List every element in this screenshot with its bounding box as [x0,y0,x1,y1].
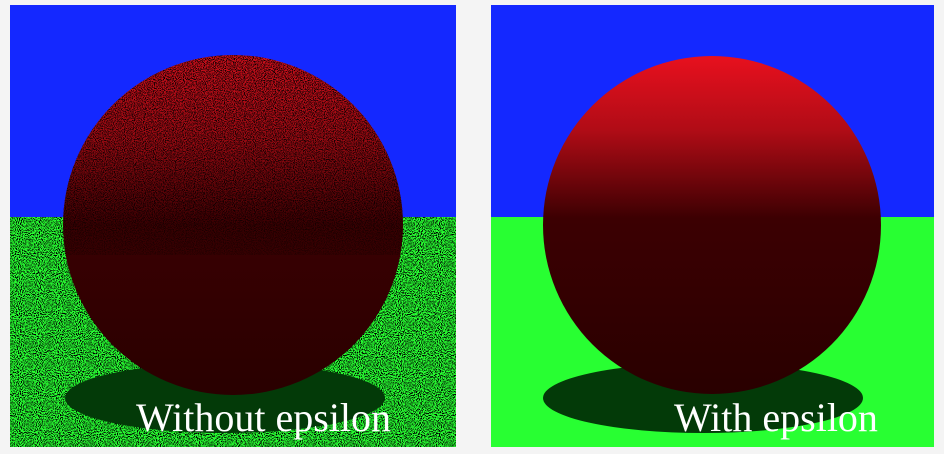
caption-with-epsilon: With epsilon [674,395,878,440]
sphere-shadow [543,363,863,433]
scene-without-epsilon [10,5,456,447]
scene-with-epsilon [491,5,934,447]
render-without-epsilon: Without epsilon [10,5,456,447]
sphere-shadow [65,363,385,433]
render-with-epsilon: With epsilon [491,5,934,447]
caption-without-epsilon: Without epsilon [136,395,392,440]
sphere [543,56,881,394]
